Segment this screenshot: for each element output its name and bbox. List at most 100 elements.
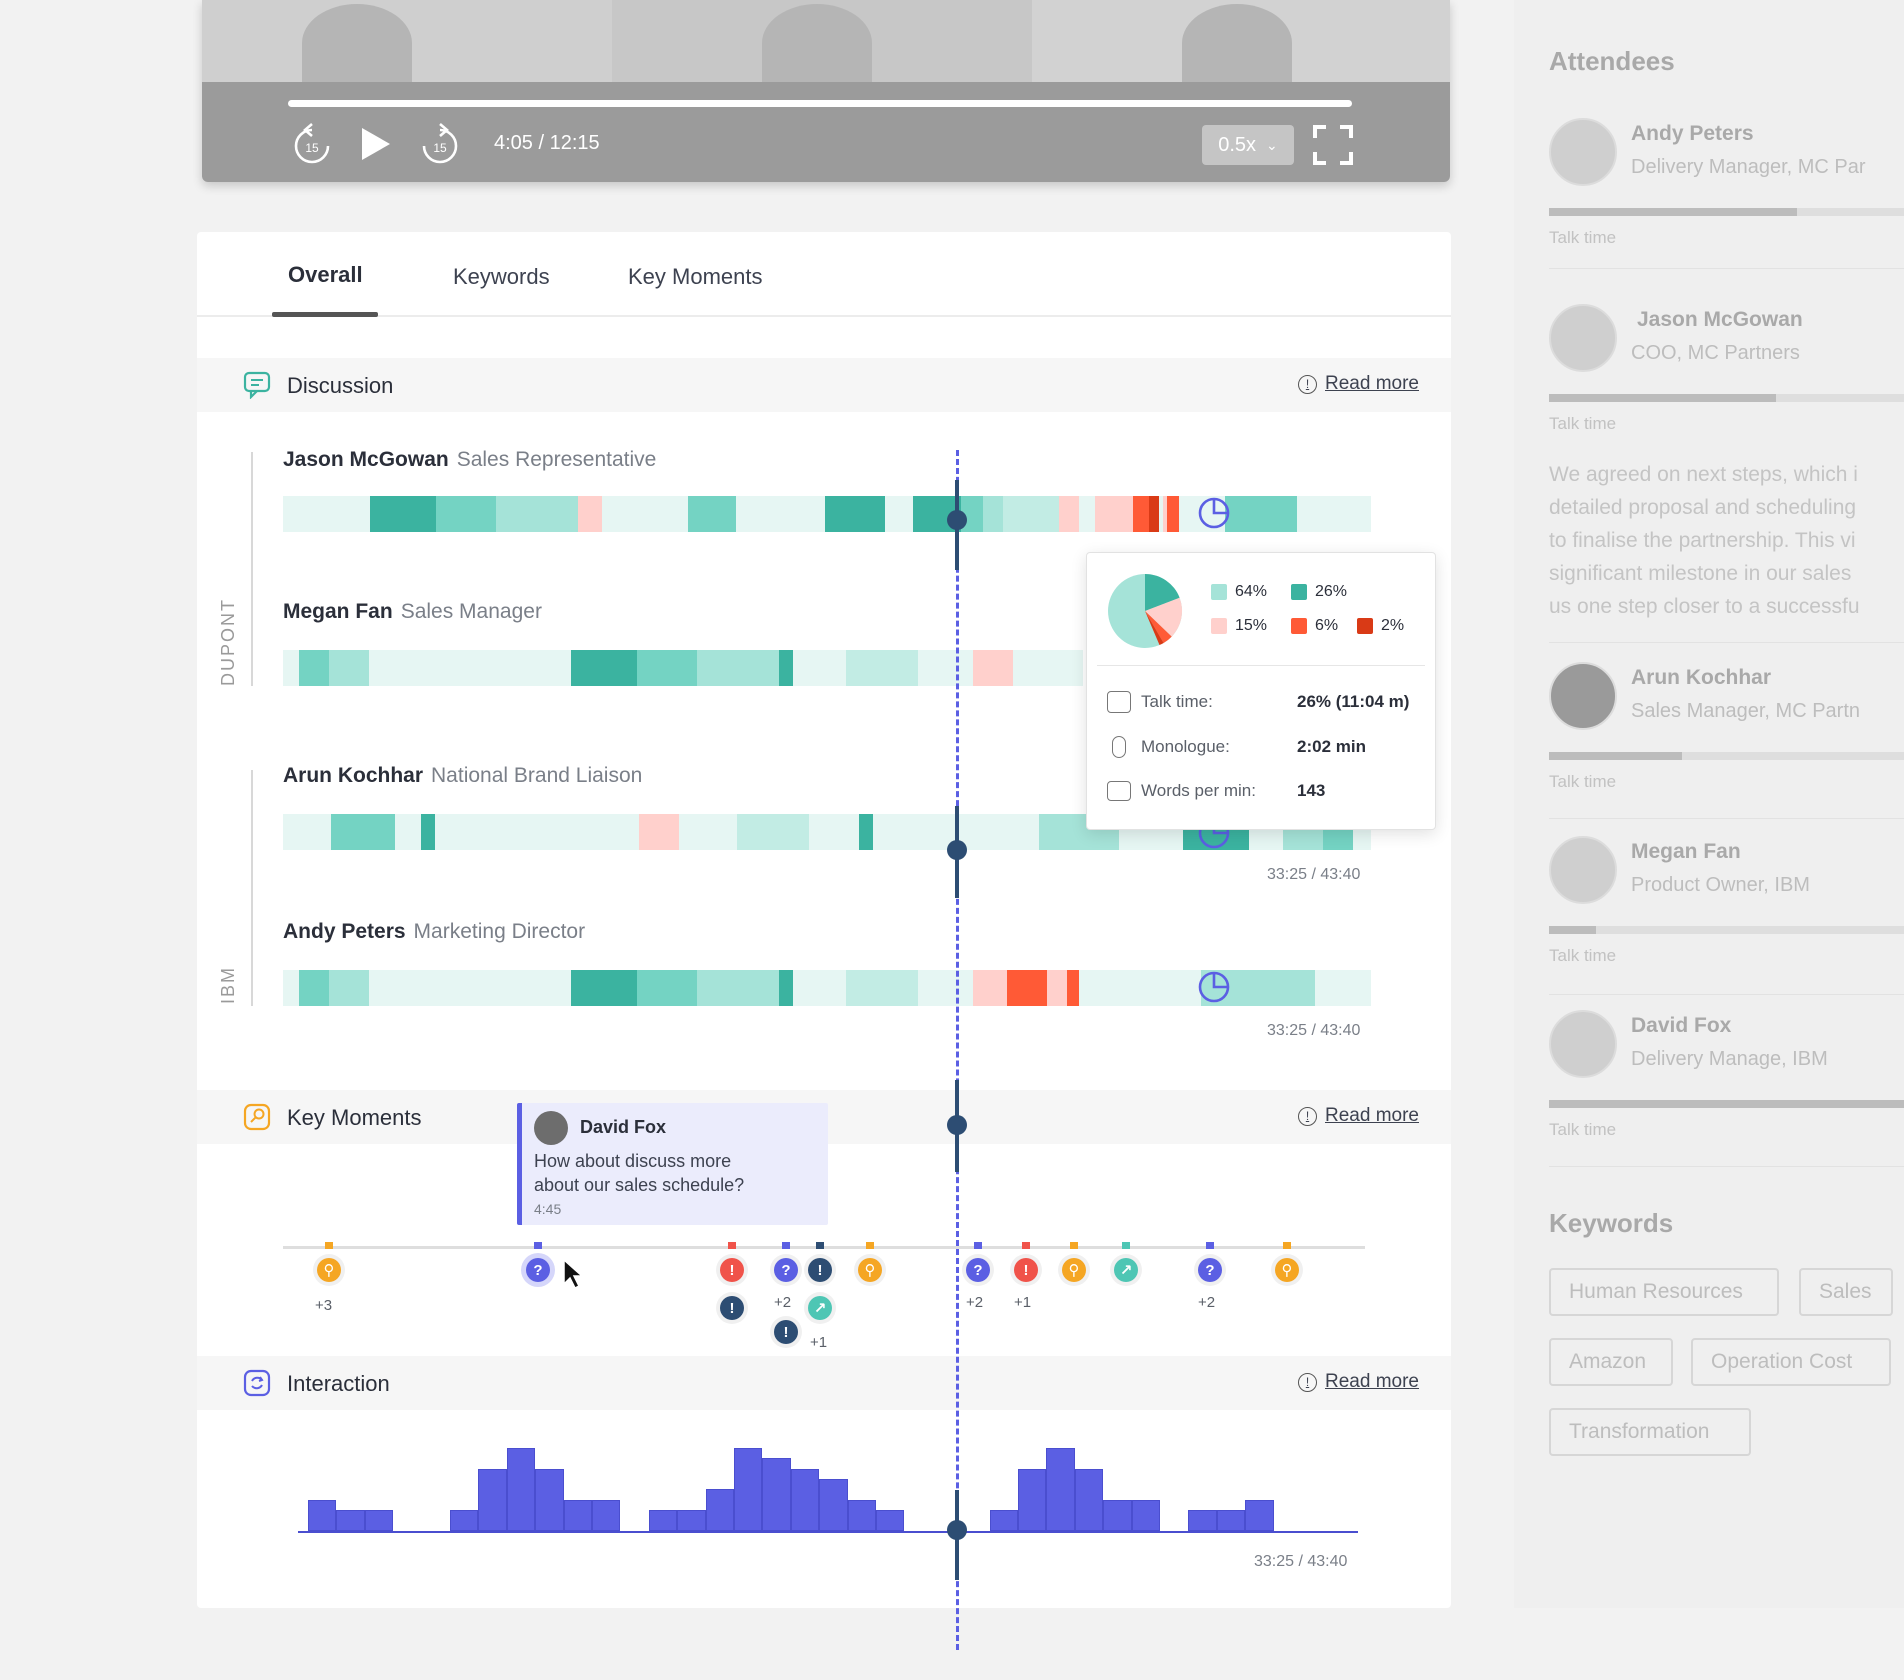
info-icon: ! [1298,1106,1317,1126]
talk-timeline-bar[interactable] [283,496,1371,532]
alert-icon[interactable]: ! [1014,1258,1038,1282]
tab-key-moments[interactable]: Key Moments [628,264,763,289]
speaker-role: Sales Manager [400,600,542,623]
talk-timeline-bar[interactable] [283,970,1371,1006]
moment-count: +2 [966,1294,984,1311]
group-label-dupont: DUPONT [218,598,238,686]
histogram-bar [308,1499,337,1531]
talk-time-bar [1549,208,1904,216]
moment-count: +2 [774,1294,792,1311]
histogram-bar [819,1479,848,1531]
key-moment-icon[interactable]: ⚲ [858,1258,882,1282]
pie-chart-icon[interactable] [1197,496,1231,530]
info-icon: ! [1298,374,1317,394]
group-divider [251,452,253,686]
talk-share-pie [1107,573,1183,654]
question-icon[interactable]: ? [1198,1258,1222,1282]
question-icon[interactable]: ? [966,1258,990,1282]
talk-time-fill [1549,208,1798,216]
alert-icon[interactable]: ! [720,1258,744,1282]
tab-overall[interactable]: Overall [288,262,363,287]
keyword-chip[interactable]: Operation Cost [1691,1338,1891,1386]
playhead-knob[interactable] [947,1115,967,1135]
timeline-timestamp: 33:25 / 43:40 [1267,866,1361,883]
tab-keywords[interactable]: Keywords [453,264,550,289]
speaker-role: Sales Representative [456,448,657,471]
key-moment-icon[interactable]: ⚲ [317,1258,341,1282]
speaker-name: Andy Peters Marketing Director [283,920,585,944]
histogram-bar [989,1510,1018,1531]
playhead-knob[interactable] [947,510,967,530]
question-icon[interactable]: ? [526,1258,550,1282]
moment-count: +1 [1014,1294,1032,1311]
talk-timeline-bar[interactable] [283,650,1083,686]
talk-time-fill [1549,1100,1904,1108]
keyword-chip[interactable]: Amazon [1549,1338,1673,1386]
histogram-bar [1188,1510,1217,1531]
fullscreen-icon[interactable] [1312,124,1354,166]
speaker-stats-popup: 64% 26% 15% 6% 2% Talk time: 26% (11:04 m… [1086,552,1436,830]
play-icon[interactable] [358,126,392,162]
histogram-bar [1131,1499,1160,1531]
chat-icon [243,371,271,400]
read-more-link[interactable]: ! Read more [1298,1105,1419,1127]
playback-time: 4:05 / 12:15 [494,132,600,154]
playhead-knob[interactable] [947,840,967,860]
talk-time-label: Talk time [1549,772,1617,791]
speaker-name-text: Andy Peters [283,920,406,943]
histogram-bar [592,1499,621,1531]
histogram-bar [734,1447,763,1531]
moment-tick [1022,1242,1030,1249]
moment-tick [816,1242,824,1249]
key-moment-icon[interactable]: ⚲ [1275,1258,1299,1282]
talk-time-bar [1549,1100,1904,1108]
group-divider [251,770,253,1006]
read-more-link[interactable]: ! Read more [1298,373,1419,395]
legend-item: 26% [1291,583,1347,601]
alert-icon[interactable]: ! [808,1258,832,1282]
read-more-label: Read more [1325,1371,1419,1392]
skip-forward-icon[interactable]: 15 [420,122,460,166]
group-label-ibm: IBM [218,965,238,1004]
subtitles-icon [1107,781,1131,801]
avatar [534,1111,568,1145]
avatar [1549,1010,1617,1078]
histogram-bar [506,1447,536,1531]
histogram-bar [535,1468,564,1531]
arrow-icon[interactable]: ↗ [808,1296,832,1320]
question-icon[interactable]: ? [774,1258,798,1282]
svg-text:15: 15 [305,141,319,155]
speed-select[interactable]: 0.5x ⌄ [1202,125,1294,165]
read-more-link[interactable]: ! Read more [1298,1371,1419,1393]
playhead-knob[interactable] [947,1520,967,1540]
alert-icon[interactable]: ! [720,1296,744,1320]
keyword-chip[interactable]: Transformation [1549,1408,1751,1456]
keywords-title: Keywords [1549,1208,1674,1238]
moment-count: +1 [810,1334,828,1351]
player-controls: 15 15 4:05 / 12:15 0.5x ⌄ [202,82,1450,182]
legend-item: 15% [1211,617,1267,635]
moment-tick [1122,1242,1130,1249]
playhead-line [956,450,959,1650]
attendee-role: COO, MC Partners [1631,342,1800,364]
histogram-bar [563,1499,592,1531]
attendee-role: Sales Manager, MC Partn [1631,700,1860,722]
key-moment-icon[interactable]: ⚲ [1062,1258,1086,1282]
moment-tick [866,1242,874,1249]
chat-bubble-icon [1107,691,1131,713]
pie-chart-icon[interactable] [1197,970,1231,1004]
histogram-bar [478,1468,507,1531]
speaker-name: Jason McGowan Sales Representative [283,448,656,472]
keyword-chip[interactable]: Sales [1799,1268,1893,1316]
skip-back-icon[interactable]: 15 [292,122,332,166]
alert-icon[interactable]: ! [774,1320,798,1344]
speaker-name: Arun Kochhar National Brand Liaison [283,764,642,788]
moment-tick [534,1242,542,1249]
keyword-chip[interactable]: Human Resources [1549,1268,1779,1316]
arrow-icon[interactable]: ↗ [1114,1258,1138,1282]
histogram-bar [1074,1468,1104,1531]
histogram-bar [705,1489,734,1531]
progress-bar[interactable] [288,100,1352,107]
talk-time-fill [1549,752,1683,760]
histogram-bar [336,1510,365,1531]
